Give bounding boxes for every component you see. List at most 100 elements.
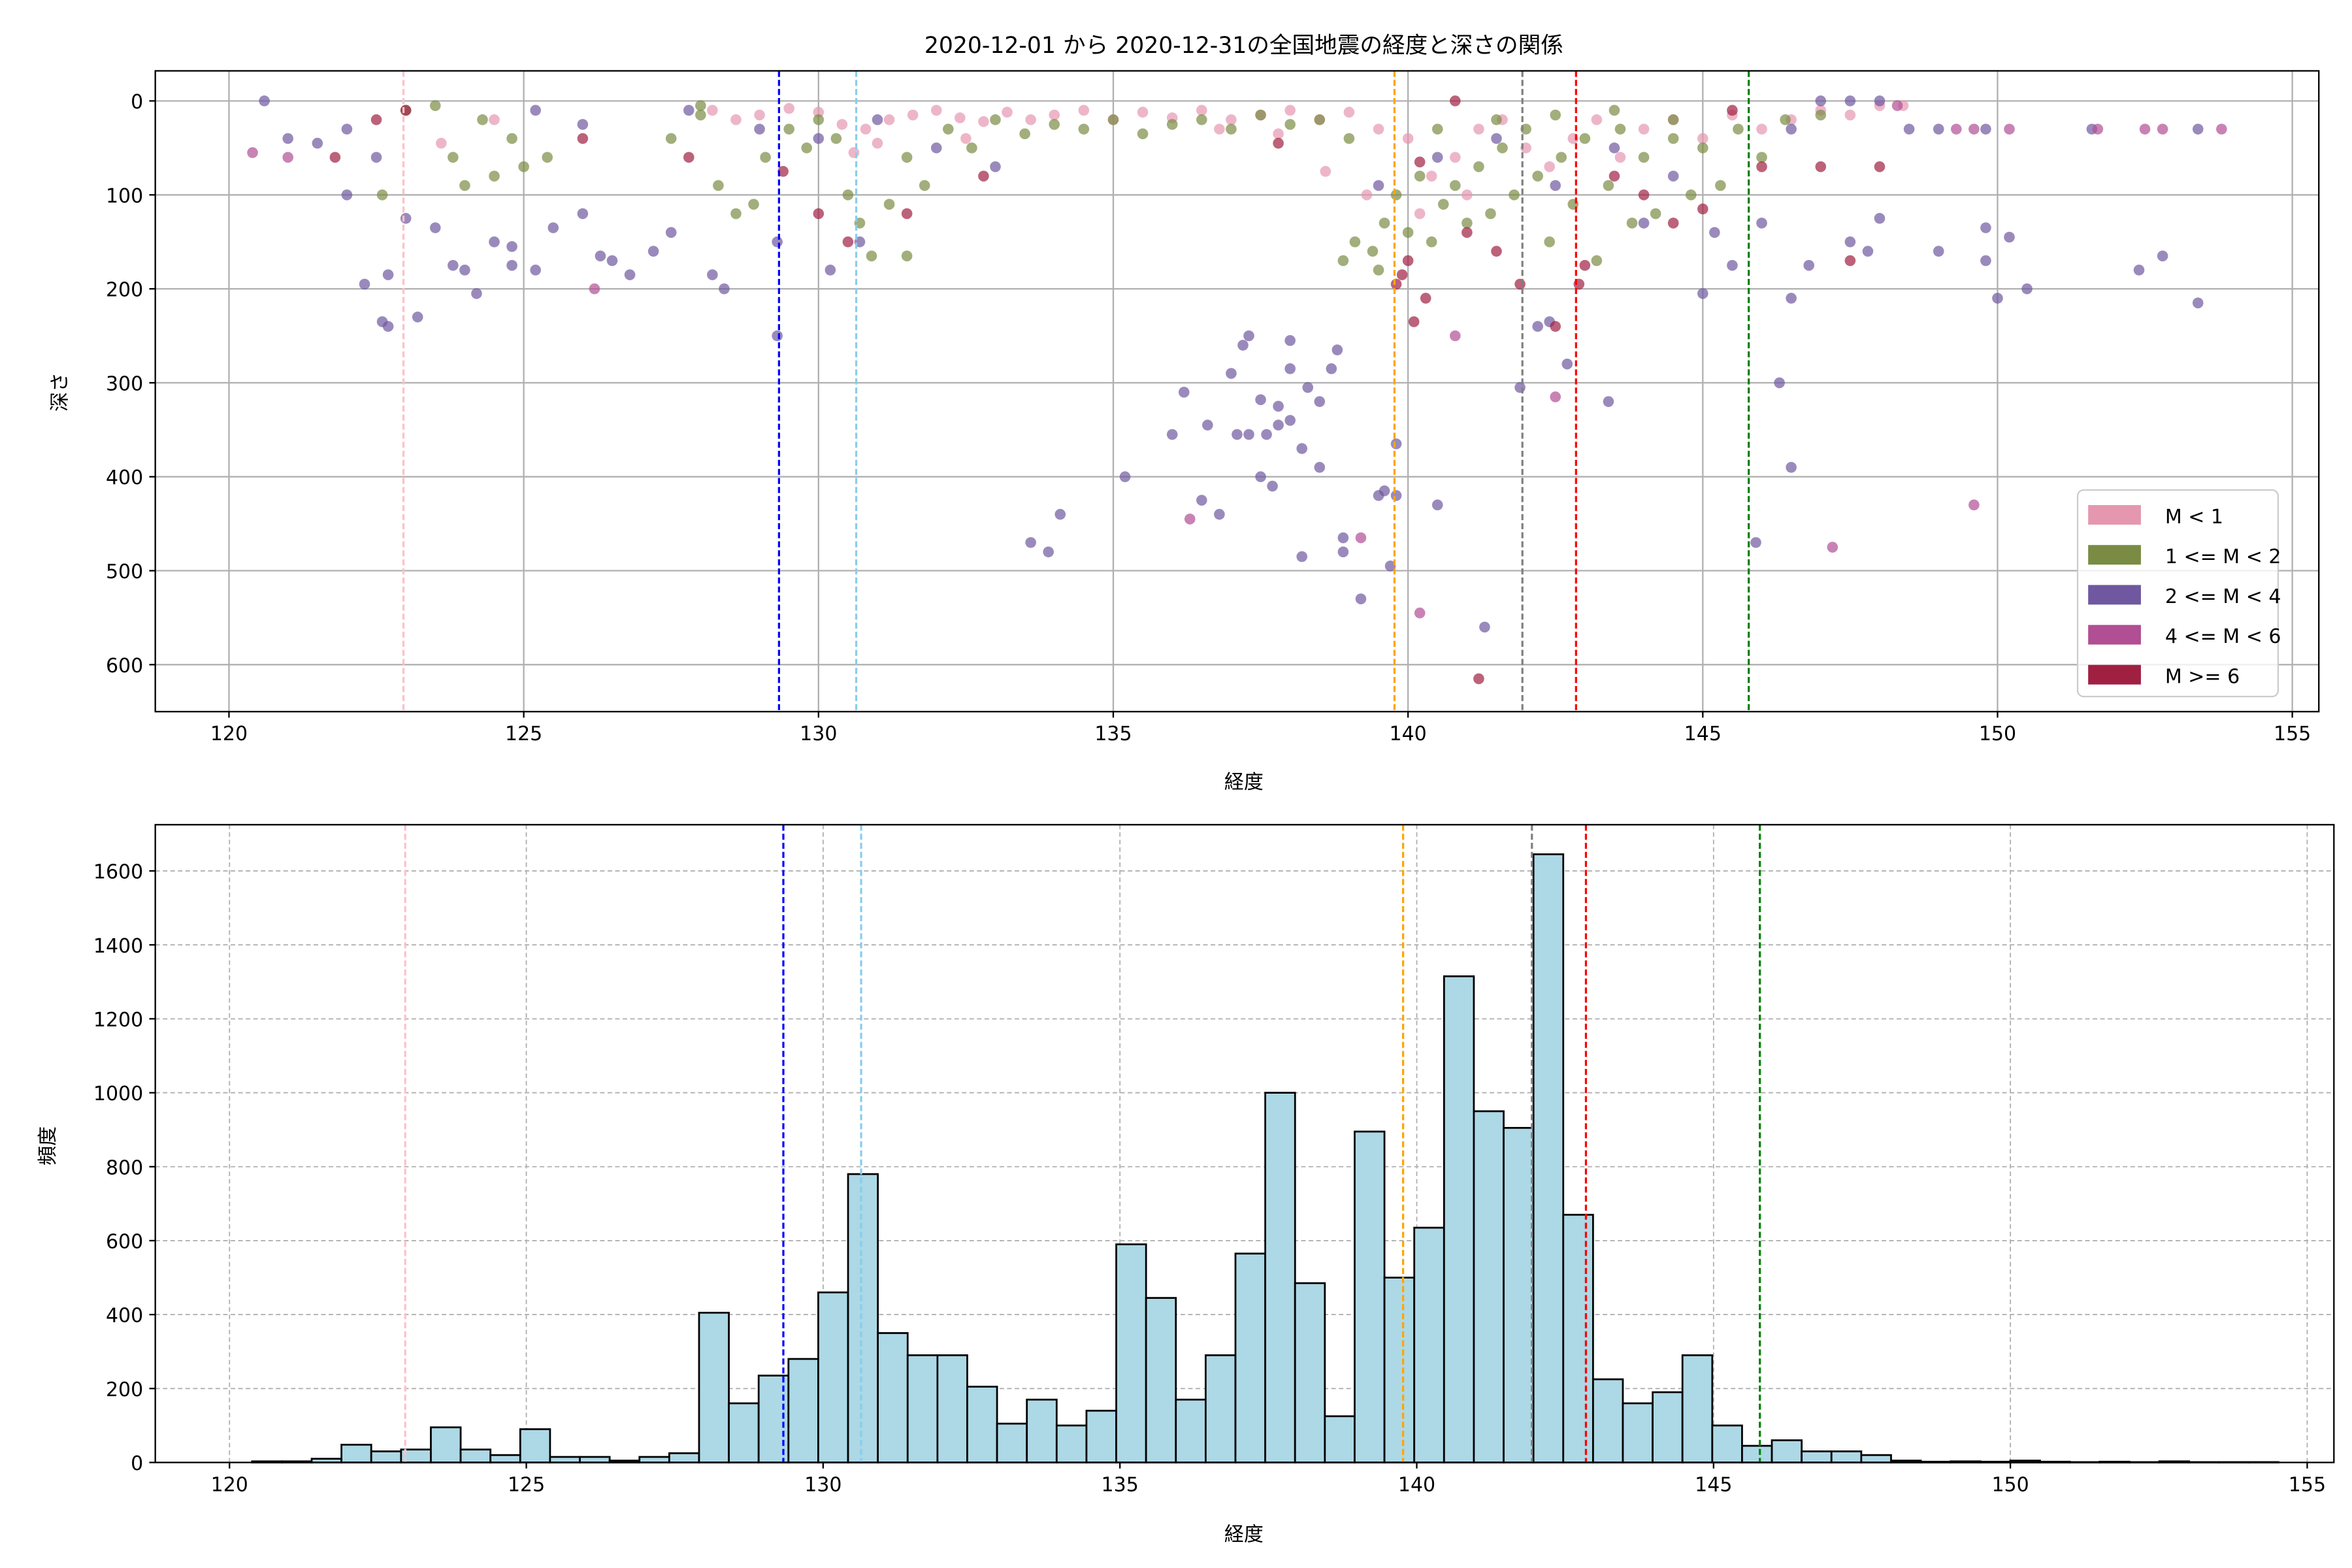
scatter-point: [1232, 429, 1243, 440]
scatter-point: [1473, 123, 1484, 135]
scatter-point: [1756, 161, 1767, 172]
scatter-point: [1473, 161, 1484, 172]
histogram-bar: [1205, 1354, 1237, 1463]
scatter-point: [506, 259, 517, 271]
scatter-point: [312, 137, 323, 149]
histogram-bar: [1532, 853, 1565, 1463]
scatter-point: [1727, 259, 1738, 271]
legend-swatch: [2088, 505, 2141, 525]
x-tick-label: 135: [1102, 1473, 1139, 1496]
scatter-point: [1373, 123, 1384, 135]
scatter-point: [1650, 208, 1661, 220]
scatter-point: [1532, 171, 1543, 182]
scatter-point: [830, 133, 842, 144]
histogram-bar: [1055, 1424, 1088, 1463]
scatter-point: [1750, 537, 1761, 548]
scatter-point: [329, 152, 341, 163]
scatter-point: [783, 123, 795, 135]
x-tick-label: 155: [2289, 1473, 2326, 1496]
scatter-point: [1980, 123, 1991, 135]
scatter-point: [1331, 344, 1343, 355]
histogram-bar: [966, 1386, 998, 1463]
legend-swatch: [2088, 585, 2141, 605]
scatter-point: [695, 109, 706, 121]
scatter-point: [471, 287, 482, 299]
scatter-point: [400, 212, 412, 224]
scatter-point: [1243, 429, 1254, 440]
scatter-point: [1379, 485, 1390, 497]
scatter-point: [1184, 514, 1196, 525]
scatter-point: [1273, 400, 1284, 412]
scatter-point: [1137, 128, 1149, 140]
scatter-point: [1491, 246, 1502, 257]
scatter-point: [990, 114, 1001, 125]
scatter-point: [577, 208, 589, 220]
scatter-point: [1556, 152, 1567, 163]
scatter-point: [1550, 109, 1561, 121]
scatter-point: [2192, 297, 2204, 308]
scatter-point: [1390, 189, 1402, 201]
histogram-bar: [996, 1422, 1028, 1463]
scatter-point: [772, 330, 783, 342]
y-tick-label: 200: [106, 279, 143, 302]
histogram-bar: [1801, 1450, 1833, 1463]
y-tick-label: 800: [106, 1156, 143, 1179]
scatter-point: [459, 180, 470, 191]
histogram-bar: [1473, 1110, 1505, 1463]
scatter-point: [665, 133, 677, 144]
scatter-point: [1950, 123, 1962, 135]
scatter-point: [1450, 95, 1461, 106]
x-tick-label: 155: [2274, 723, 2311, 745]
y-tick-label: 600: [106, 1230, 143, 1253]
scatter-point: [1709, 227, 1720, 238]
scatter-point: [872, 114, 883, 125]
scatter-point: [1544, 161, 1556, 172]
scatter-point: [1196, 495, 1207, 506]
scatter-point: [1226, 123, 1237, 135]
y-tick-label: 100: [106, 185, 143, 208]
scatter-point: [1320, 166, 1331, 177]
scatter-point: [282, 133, 294, 144]
scatter-point: [1874, 212, 1886, 224]
scatter-point: [1491, 133, 1502, 144]
scatter-point: [1844, 236, 1856, 248]
scatter-point: [901, 250, 913, 262]
scatter-point: [506, 241, 517, 252]
scatter-point: [754, 123, 765, 135]
scatter-point: [1373, 180, 1384, 191]
scatter-point: [1107, 114, 1119, 125]
y-tick-label: 500: [106, 561, 143, 583]
scatter-point: [1296, 443, 1308, 454]
scatter-point: [1273, 419, 1284, 431]
y-tick-label: 0: [131, 1452, 143, 1475]
scatter-point: [1638, 218, 1650, 229]
scatter-point: [1414, 208, 1426, 220]
scatter-point: [848, 147, 860, 158]
scatter-point: [1396, 269, 1408, 280]
legend-swatch: [2088, 545, 2141, 565]
scatter-point: [960, 133, 972, 144]
scatter-point: [1390, 438, 1402, 449]
histogram-bar: [1503, 1126, 1535, 1463]
scatter-point: [518, 161, 529, 172]
histogram-bar: [1115, 1243, 1147, 1463]
scatter-point: [707, 105, 718, 116]
histogram-bar: [1860, 1454, 1892, 1463]
scatter-point: [683, 152, 694, 163]
scatter-point: [542, 152, 553, 163]
scatter-point: [1166, 429, 1178, 440]
scatter-point: [1491, 114, 1502, 125]
scatter-point: [713, 180, 724, 191]
scatter-point: [1980, 255, 1991, 267]
scatter-point: [1844, 109, 1856, 121]
scatter-point: [1379, 218, 1390, 229]
scatter-y-label: 深さ: [49, 372, 72, 412]
scatter-point: [1337, 532, 1349, 544]
scatter-point: [1414, 156, 1426, 168]
histogram-bar: [1324, 1415, 1356, 1463]
legend-swatch: [2088, 625, 2141, 645]
histogram-bar: [489, 1454, 521, 1463]
scatter-point: [1226, 368, 1237, 379]
scatter-point: [719, 283, 730, 295]
histogram-bar: [1830, 1450, 1863, 1463]
